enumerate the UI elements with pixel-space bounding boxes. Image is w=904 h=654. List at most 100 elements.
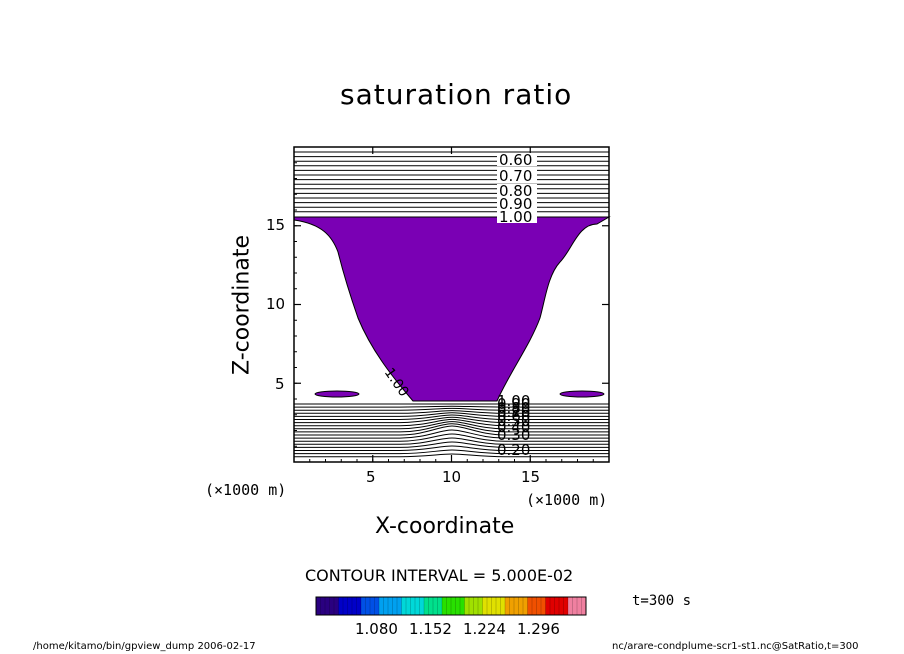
upper-contour-label: 0.80 bbox=[499, 182, 532, 200]
cloud-blob bbox=[559, 390, 605, 398]
colorbar-swatch bbox=[491, 597, 497, 615]
lower-contour-line bbox=[294, 445, 609, 451]
upper-contour-label: 0.90 bbox=[499, 195, 532, 213]
lower-contour-line bbox=[294, 416, 609, 424]
colorbar-swatch bbox=[518, 597, 524, 615]
colorbar-swatch bbox=[352, 597, 357, 615]
colorbar-swatch bbox=[550, 597, 555, 615]
colorbar-swatch bbox=[473, 597, 479, 615]
y-tick-15: 15 bbox=[266, 216, 286, 234]
colorbar-swatch bbox=[523, 597, 528, 615]
colorbar-swatch bbox=[325, 597, 330, 615]
colorbar-swatch bbox=[397, 597, 402, 615]
lower-contour-label: 0.30 bbox=[497, 426, 530, 444]
x-unit-label: (×1000 m) bbox=[526, 491, 608, 509]
colorbar-swatch bbox=[536, 597, 542, 615]
colorbar-swatch bbox=[563, 597, 569, 615]
contour-label-bg bbox=[497, 197, 537, 210]
colorbar-swatch bbox=[527, 597, 533, 615]
cloud-blob bbox=[314, 390, 360, 398]
chart-title: saturation ratio bbox=[340, 78, 573, 111]
contour-label-bg bbox=[497, 184, 537, 197]
colorbar-swatch bbox=[374, 597, 380, 615]
colorbar-swatch bbox=[568, 597, 573, 615]
lower-contour-line bbox=[294, 449, 609, 455]
colorbar-swatch bbox=[392, 597, 398, 615]
lower-contour-line bbox=[294, 441, 609, 448]
lower-contour-line bbox=[294, 407, 609, 411]
colorbar-swatch bbox=[455, 597, 461, 615]
plot-frame bbox=[293, 146, 610, 463]
x-tick-10: 10 bbox=[442, 468, 462, 486]
lower-contour-line bbox=[294, 453, 609, 458]
lower-contour-line bbox=[294, 437, 609, 445]
upper-contour-label: 0.60 bbox=[499, 151, 532, 169]
supersaturated-plume-region bbox=[293, 216, 611, 402]
colorbar-swatch bbox=[487, 597, 492, 615]
colorbar-swatch bbox=[572, 597, 578, 615]
colorbar-swatch bbox=[554, 597, 560, 615]
colorbar-swatch bbox=[541, 597, 546, 615]
colorbar-swatch bbox=[424, 597, 429, 615]
colorbar-swatch bbox=[482, 597, 488, 615]
colorbar-swatch bbox=[383, 597, 389, 615]
upper-contour-label: 1.00 bbox=[499, 208, 532, 226]
colorbar-swatch bbox=[338, 597, 344, 615]
x-axis-label: X-coordinate bbox=[375, 514, 515, 539]
colorbar-swatch bbox=[388, 597, 393, 615]
lower-contour-label: 0.90 bbox=[497, 395, 530, 413]
colorbar-swatch bbox=[577, 597, 582, 615]
colorbar-swatch bbox=[451, 597, 456, 615]
contour-label-bg bbox=[497, 169, 537, 182]
colorbar-swatch bbox=[334, 597, 339, 615]
colorbar-swatch bbox=[496, 597, 501, 615]
colorbar-swatch bbox=[415, 597, 420, 615]
colorbar-swatch bbox=[545, 597, 551, 615]
colorbar-tick-1: 1.080 bbox=[355, 620, 398, 638]
footer-left-path: /home/kitamo/bin/gpview_dump 2006-02-17 bbox=[33, 641, 256, 652]
colorbar-swatch bbox=[379, 597, 384, 615]
x-tick-15: 15 bbox=[521, 468, 541, 486]
y-unit-label: (×1000 m) bbox=[205, 481, 287, 499]
lower-contour-label: 0.80 bbox=[497, 399, 530, 417]
lower-contour-lines bbox=[294, 403, 609, 458]
colorbar-swatch bbox=[406, 597, 411, 615]
lower-contour-label: 0.20 bbox=[497, 441, 530, 459]
colorbar-swatch bbox=[514, 597, 519, 615]
colorbar-swatch bbox=[460, 597, 465, 615]
colorbar-tick-4: 1.296 bbox=[517, 620, 560, 638]
colorbar-swatch bbox=[361, 597, 366, 615]
contour-interval-text: CONTOUR INTERVAL = 5.000E-02 bbox=[305, 566, 574, 585]
lower-contour-line bbox=[294, 423, 609, 433]
colorbar-swatch bbox=[437, 597, 443, 615]
colorbar-swatch bbox=[356, 597, 362, 615]
colorbar-swatch bbox=[478, 597, 483, 615]
colorbar-swatch bbox=[469, 597, 474, 615]
lower-contour-line bbox=[294, 412, 609, 417]
colorbar-swatch bbox=[410, 597, 416, 615]
lower-contour-line bbox=[294, 433, 609, 442]
y-tick-10: 10 bbox=[266, 295, 286, 313]
lower-contour-line bbox=[294, 418, 609, 427]
colorbar-swatch bbox=[532, 597, 537, 615]
colorbar-swatch bbox=[433, 597, 438, 615]
upper-contour-lines bbox=[294, 151, 609, 213]
lower-contour-label: 1.00 bbox=[497, 392, 530, 410]
lower-contour-label: 0.60 bbox=[497, 407, 530, 425]
colorbar-swatch bbox=[505, 597, 510, 615]
lower-contour-line bbox=[294, 405, 609, 408]
colorbar-swatch bbox=[365, 597, 371, 615]
lower-contour-line bbox=[294, 429, 609, 439]
colorbar-swatch bbox=[320, 597, 326, 615]
colorbar-swatch bbox=[370, 597, 375, 615]
lower-contour-label: 0.70 bbox=[497, 403, 530, 421]
colorbar-swatch bbox=[401, 597, 407, 615]
time-label: t=300 s bbox=[632, 593, 692, 609]
upper-contour-label: 0.70 bbox=[499, 167, 532, 185]
colorbar-swatch bbox=[446, 597, 452, 615]
footer-right-source: nc/arare-condplume-scr1-st1.nc@SatRatio,… bbox=[612, 641, 859, 652]
colorbar-swatch bbox=[509, 597, 515, 615]
colorbar-swatch bbox=[559, 597, 564, 615]
x-tick-5: 5 bbox=[366, 468, 376, 486]
contour-label-bg bbox=[497, 153, 537, 166]
